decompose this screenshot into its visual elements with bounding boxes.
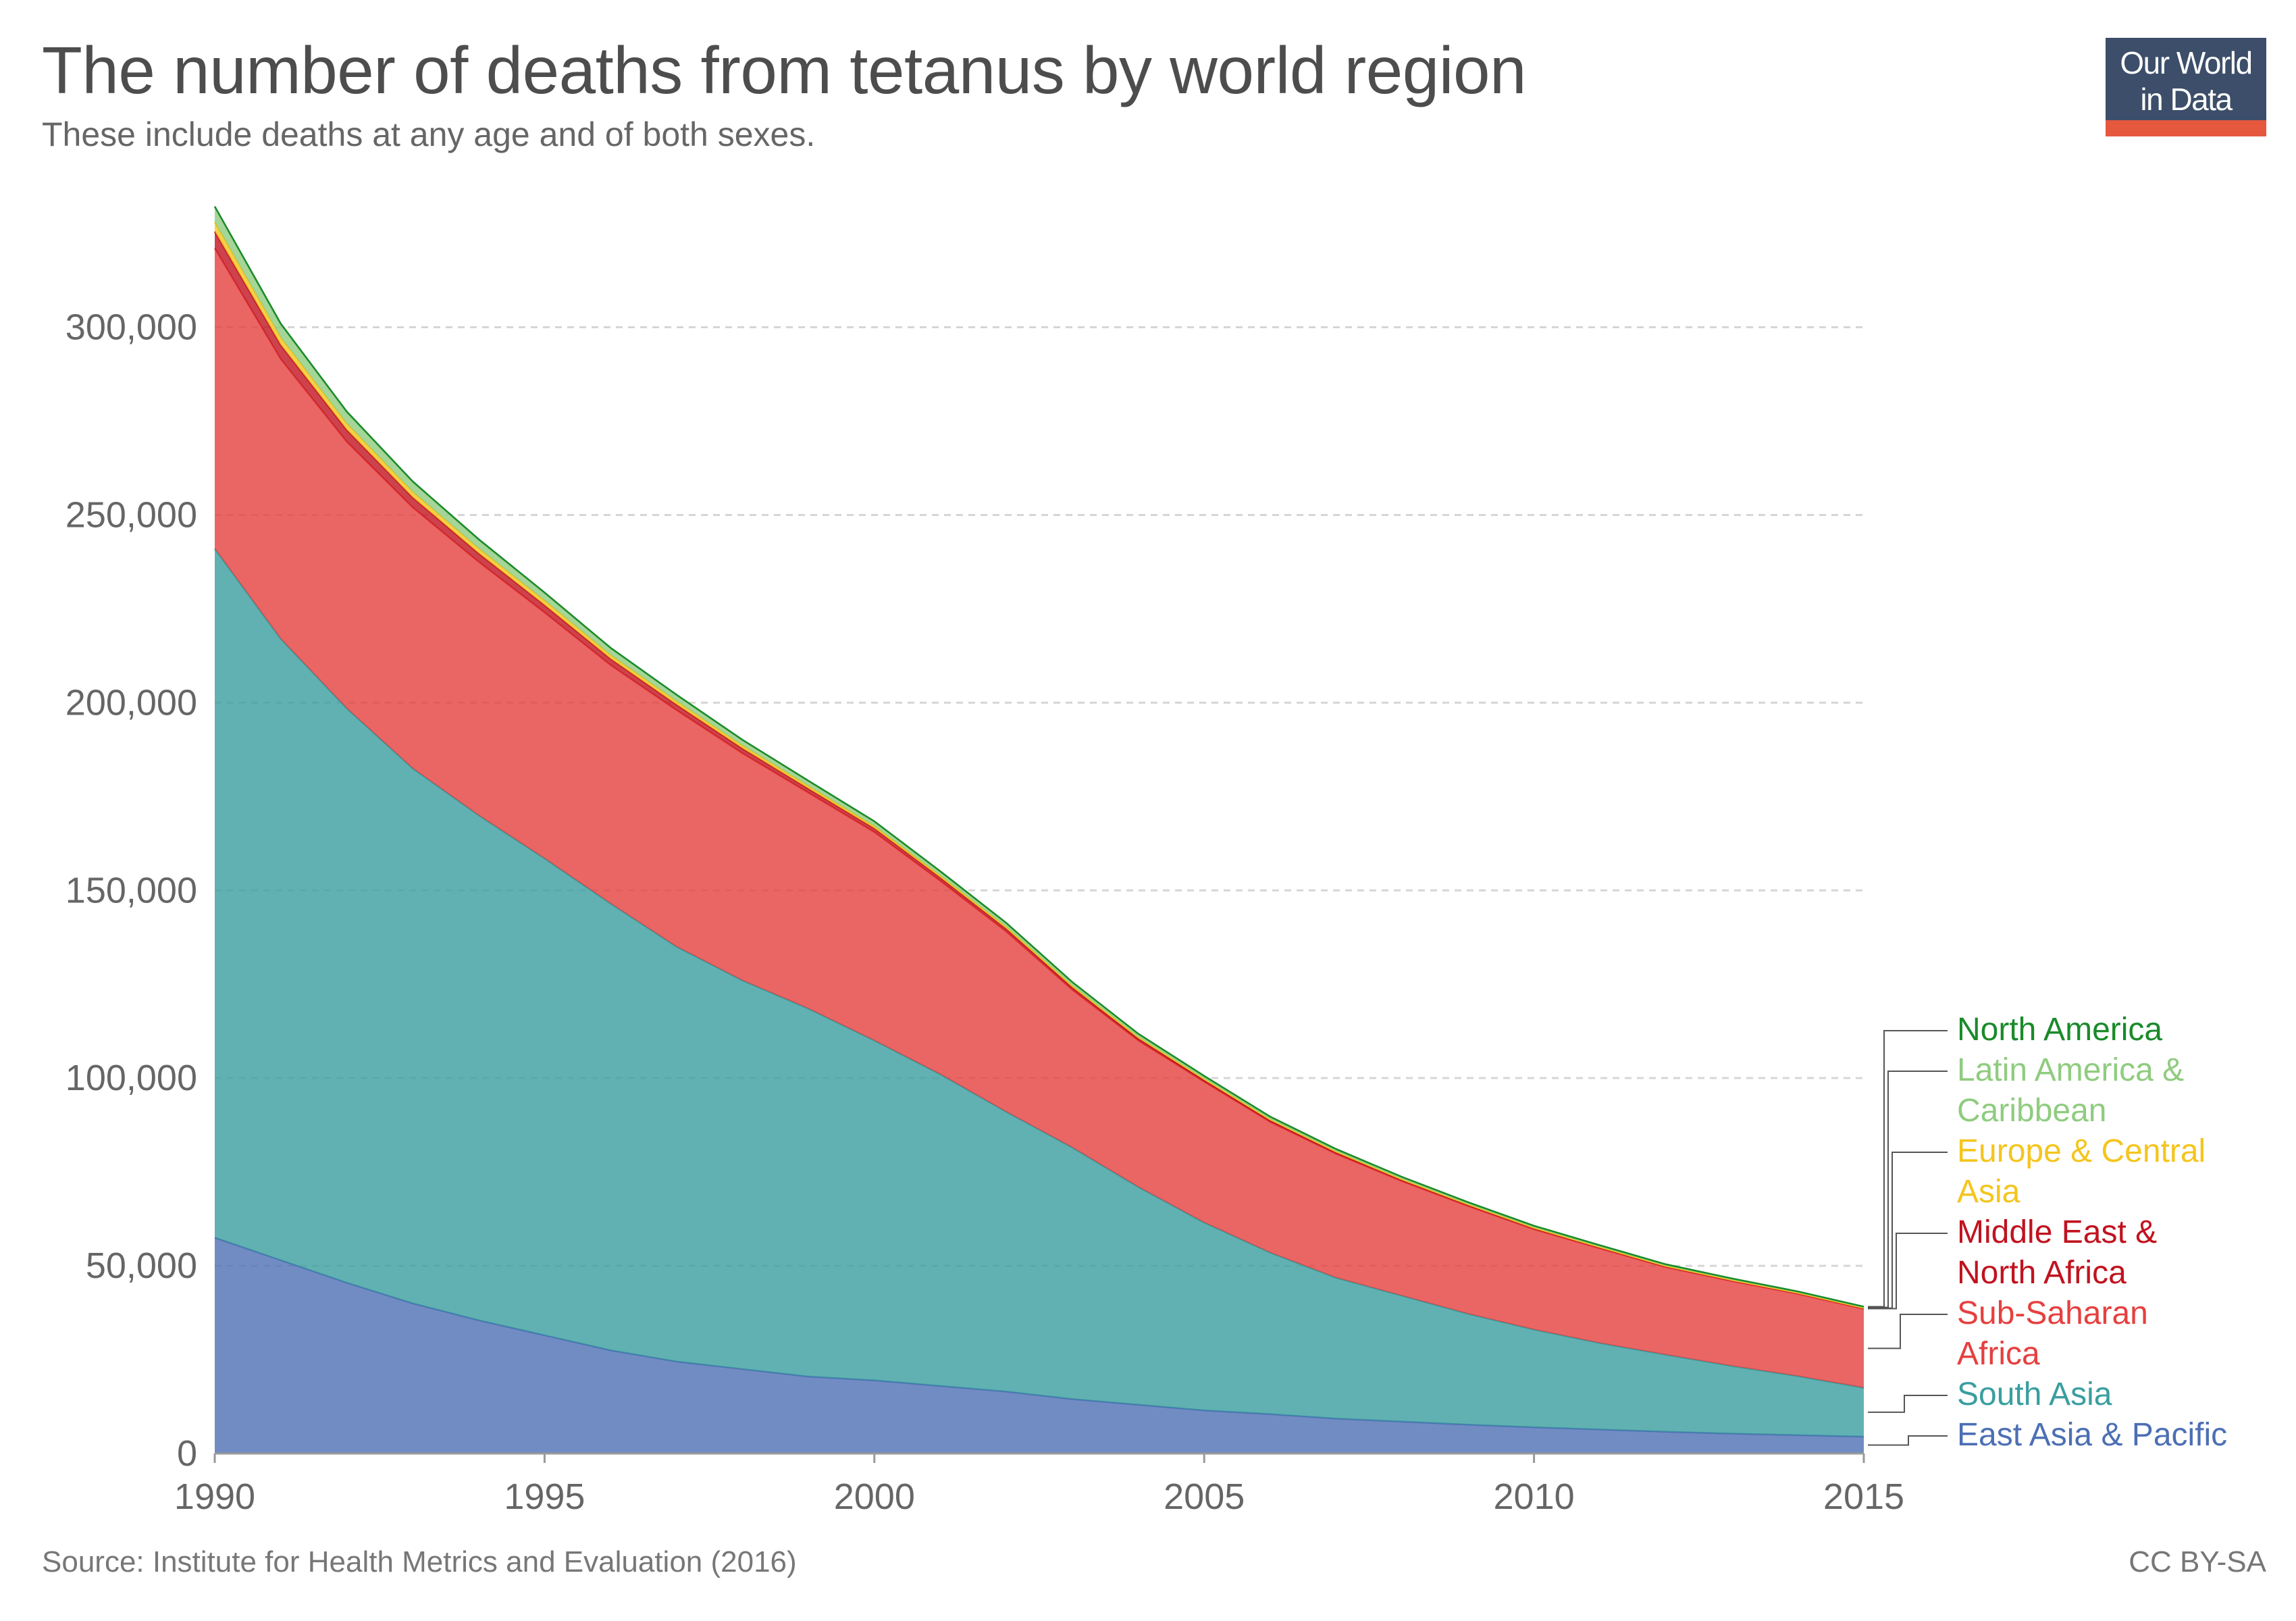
y-tick-label: 100,000	[66, 1058, 197, 1098]
legend-connector	[1868, 1395, 1948, 1413]
legend-connector	[1868, 1233, 1948, 1310]
logo-accent-bar	[2106, 120, 2266, 136]
x-tick-label: 2015	[1823, 1476, 1904, 1517]
x-tick-label: 1995	[504, 1476, 585, 1517]
y-tick-label: 50,000	[86, 1245, 197, 1286]
legend-label-sub-saharan-africa[interactable]: Africa	[1957, 1336, 2040, 1372]
license-link[interactable]: CC BY-SA	[2129, 1545, 2266, 1578]
legend-connector	[1868, 1314, 1948, 1349]
area-edge-line	[213, 205, 1864, 1308]
legend-label-north-america[interactable]: North America	[1957, 1012, 2162, 1048]
legend-label-middle-east-north-africa[interactable]: North Africa	[1957, 1255, 2127, 1291]
legend-label-east-asia-pacific[interactable]: East Asia & Pacific	[1957, 1417, 2227, 1453]
legend-connector	[1868, 1030, 1948, 1308]
legend-connector	[1868, 1435, 1948, 1446]
x-tick-label: 2005	[1164, 1476, 1245, 1517]
logo-text: Our World in Data	[2106, 45, 2266, 118]
logo-line-2: in Data	[2140, 82, 2233, 117]
y-tick-label: 250,000	[66, 494, 197, 535]
area-sub-saharan-africa[interactable]	[215, 248, 1864, 1388]
legend-label-middle-east-north-africa[interactable]: Middle East &	[1957, 1214, 2157, 1250]
legend-label-latin-america-caribbean[interactable]: Latin America &	[1957, 1052, 2184, 1088]
legend-connector	[1868, 1071, 1948, 1308]
area-south-asia[interactable]	[215, 548, 1864, 1437]
x-tick-label: 2000	[834, 1476, 915, 1517]
owid-logo[interactable]: Our World in Data	[2106, 38, 2266, 136]
legend-label-south-asia[interactable]: South Asia	[1957, 1376, 2112, 1412]
y-tick-label: 0	[177, 1433, 197, 1474]
chart-title: The number of deaths from tetanus by wor…	[42, 33, 1527, 107]
legend-label-sub-saharan-africa[interactable]: Sub-Saharan	[1957, 1295, 2148, 1331]
chart-subtitle: These include deaths at any age and of b…	[42, 115, 816, 153]
legend-label-latin-america-caribbean[interactable]: Caribbean	[1957, 1093, 2106, 1129]
area-east-asia-pacific[interactable]	[215, 1237, 1864, 1453]
area-series	[213, 205, 1864, 1453]
y-tick-label: 200,000	[66, 682, 197, 723]
x-tick-label: 2010	[1494, 1476, 1575, 1517]
x-tick-label: 1990	[174, 1476, 255, 1517]
legend-connector	[1868, 1152, 1948, 1309]
legend-label-europe-central-asia[interactable]: Asia	[1957, 1174, 2020, 1210]
legend: East Asia & Pacific South Asia Sub-Saharan…	[1868, 1012, 2227, 1453]
legend-label-europe-central-asia[interactable]: Europe & Central	[1957, 1133, 2206, 1169]
y-tick-label: 150,000	[66, 870, 197, 910]
axes: 0 50,000 100,000 150,000 200,000 250,000 300,0…	[66, 307, 1904, 1517]
source-note: Source: Institute for Health Metrics and…	[42, 1545, 797, 1578]
logo-line-1: Our World	[2120, 45, 2253, 80]
y-tick-label: 300,000	[66, 307, 197, 348]
